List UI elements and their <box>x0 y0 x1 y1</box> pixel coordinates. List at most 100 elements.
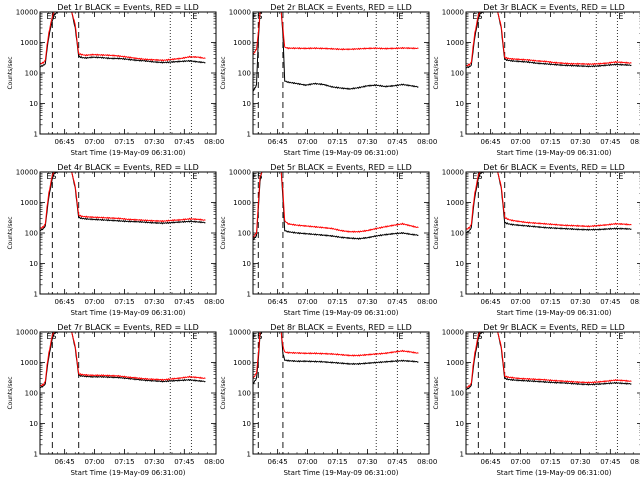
x-axis-label: Start Time (19-May-09 06:31:00) <box>283 309 398 317</box>
corner-label-right: E <box>398 12 403 21</box>
y-tick-label: 1000 <box>446 39 464 47</box>
x-axis-label: Start Time (19-May-09 06:31:00) <box>496 149 611 157</box>
y-tick-label: 10000 <box>229 329 251 337</box>
y-tick-label: 10000 <box>16 169 38 177</box>
y-axis-label: Counts/sec <box>220 56 227 89</box>
y-tick-label: 1 <box>34 291 38 299</box>
corner-label-left: ES <box>252 12 262 21</box>
x-tick-label: 08:00 <box>417 458 437 466</box>
y-tick-label: 10 <box>29 100 38 108</box>
x-tick-label: 08:00 <box>417 298 437 306</box>
x-tick-label: 06:45 <box>481 458 501 466</box>
y-tick-label: 1000 <box>20 199 38 207</box>
x-tick-label: 06:45 <box>268 138 288 146</box>
y-tick-label: 10 <box>29 260 38 268</box>
plot-frame <box>252 11 430 135</box>
series-line-events <box>252 11 419 92</box>
chart-panel-5: Det 5r BLACK = Events, RED = LLD Counts/s… <box>220 163 437 317</box>
x-axis-label: Start Time (19-May-09 06:31:00) <box>496 469 611 477</box>
chart-panel-6: Det 6r BLACK = Events, RED = LLD Counts/s… <box>433 163 640 317</box>
x-axis-label: Start Time (19-May-09 06:31:00) <box>283 149 398 157</box>
x-axis-label: Start Time (19-May-09 06:31:00) <box>70 309 185 317</box>
chart-title: Det 6r BLACK = Events, RED = LLD <box>483 163 625 172</box>
y-tick-label: 100 <box>451 70 464 78</box>
plot-frame <box>39 331 217 455</box>
y-tick-label: 10000 <box>442 9 464 17</box>
y-tick-label: 10000 <box>442 169 464 177</box>
y-axis-label: Counts/sec <box>433 376 440 409</box>
y-tick-label: 1000 <box>446 359 464 367</box>
x-tick-label: 07:15 <box>327 298 347 306</box>
y-tick-label: 100 <box>25 390 38 398</box>
series-line-lld <box>252 171 419 238</box>
y-tick-label: 100 <box>25 230 38 238</box>
y-tick-label: 1000 <box>446 199 464 207</box>
y-tick-label: 10 <box>242 420 251 428</box>
y-tick-label: 10 <box>455 420 464 428</box>
x-tick-label: 07:00 <box>84 458 104 466</box>
corner-label-left: ES <box>252 332 262 341</box>
x-tick-label: 07:45 <box>174 298 194 306</box>
x-tick-label: 07:45 <box>600 458 620 466</box>
chart-panel-3: Det 3r BLACK = Events, RED = LLD Counts/s… <box>433 3 640 157</box>
x-tick-label: 07:15 <box>540 298 560 306</box>
x-tick-label: 07:45 <box>387 298 407 306</box>
x-tick-label: 07:45 <box>387 458 407 466</box>
chart-title: Det 2r BLACK = Events, RED = LLD <box>270 3 412 12</box>
corner-label-right: E <box>618 172 623 181</box>
y-tick-label: 1 <box>460 131 464 139</box>
y-axis-label: Counts/sec <box>7 376 14 409</box>
y-axis-label: Counts/sec <box>7 216 14 249</box>
chart-panel-9: Det 9r BLACK = Events, RED = LLD Counts/s… <box>433 323 640 477</box>
chart-title: Det 3r BLACK = Events, RED = LLD <box>483 3 625 12</box>
y-tick-label: 100 <box>25 70 38 78</box>
x-tick-label: 06:45 <box>55 298 75 306</box>
x-tick-label: 07:15 <box>540 138 560 146</box>
x-tick-label: 06:45 <box>481 298 501 306</box>
plot-frame <box>465 331 640 455</box>
corner-label-left: ES <box>252 172 262 181</box>
y-tick-label: 1 <box>247 131 251 139</box>
chart-panel-1: Det 1r BLACK = Events, RED = LLD Counts/s… <box>7 3 224 157</box>
x-tick-label: 07:30 <box>357 138 377 146</box>
plot-frame <box>39 171 217 295</box>
y-tick-label: 10000 <box>229 9 251 17</box>
x-tick-label: 06:45 <box>481 138 501 146</box>
x-tick-label: 07:00 <box>84 298 104 306</box>
x-tick-label: 08:00 <box>204 138 224 146</box>
y-tick-label: 10 <box>242 260 251 268</box>
corner-label-right: E <box>192 332 197 341</box>
x-tick-label: 07:45 <box>174 138 194 146</box>
x-tick-label: 07:15 <box>114 458 134 466</box>
x-tick-label: 06:45 <box>268 298 288 306</box>
chart-panel-2: Det 2r BLACK = Events, RED = LLD Counts/s… <box>220 3 437 157</box>
y-axis-label: Counts/sec <box>433 56 440 89</box>
plot-frame <box>465 171 640 295</box>
corner-label-right: E <box>618 12 623 21</box>
plot-frame <box>465 11 640 135</box>
x-tick-label: 07:15 <box>114 138 134 146</box>
x-tick-label: 07:00 <box>510 458 530 466</box>
x-tick-label: 07:15 <box>327 138 347 146</box>
chart-panel-7: Det 7r BLACK = Events, RED = LLD Counts/s… <box>7 323 224 477</box>
y-tick-label: 1000 <box>233 199 251 207</box>
chart-title: Det 8r BLACK = Events, RED = LLD <box>270 323 412 332</box>
x-tick-label: 07:45 <box>387 138 407 146</box>
corner-label-left: ES <box>46 172 56 181</box>
series-line-lld <box>465 331 632 389</box>
x-tick-label: 06:45 <box>268 458 288 466</box>
x-tick-label: 07:00 <box>510 138 530 146</box>
x-tick-label: 07:00 <box>84 138 104 146</box>
corner-label-right: E <box>192 172 197 181</box>
corner-label-right: E <box>618 332 623 341</box>
series-line-events <box>39 331 206 389</box>
y-tick-label: 100 <box>238 390 251 398</box>
chart-title: Det 5r BLACK = Events, RED = LLD <box>270 163 412 172</box>
x-axis-label: Start Time (19-May-09 06:31:00) <box>70 149 185 157</box>
y-tick-label: 10000 <box>16 329 38 337</box>
x-tick-label: 08:00 <box>630 298 640 306</box>
x-tick-label: 08:00 <box>204 298 224 306</box>
y-axis-label: Counts/sec <box>433 216 440 249</box>
y-axis-label: Counts/sec <box>7 56 14 89</box>
x-tick-label: 07:00 <box>297 458 317 466</box>
